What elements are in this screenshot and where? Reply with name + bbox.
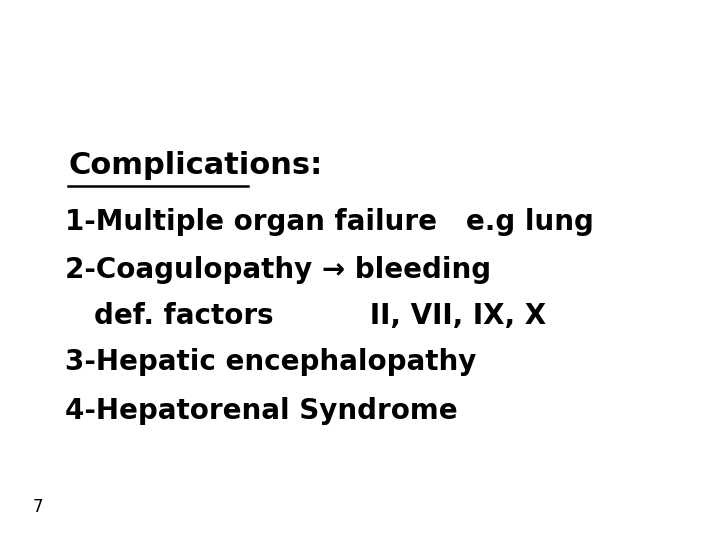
- Text: Complications:: Complications:: [68, 151, 323, 180]
- Text: 4-Hepatorenal Syndrome: 4-Hepatorenal Syndrome: [65, 397, 457, 425]
- Text: 7: 7: [32, 498, 43, 516]
- Text: 3-Hepatic encephalopathy: 3-Hepatic encephalopathy: [65, 348, 476, 376]
- Text: 1-Multiple organ failure   e.g lung: 1-Multiple organ failure e.g lung: [65, 208, 594, 236]
- Text: 2-Coagulopathy → bleeding: 2-Coagulopathy → bleeding: [65, 256, 491, 285]
- Text: def. factors          II, VII, IX, X: def. factors II, VII, IX, X: [94, 302, 546, 330]
